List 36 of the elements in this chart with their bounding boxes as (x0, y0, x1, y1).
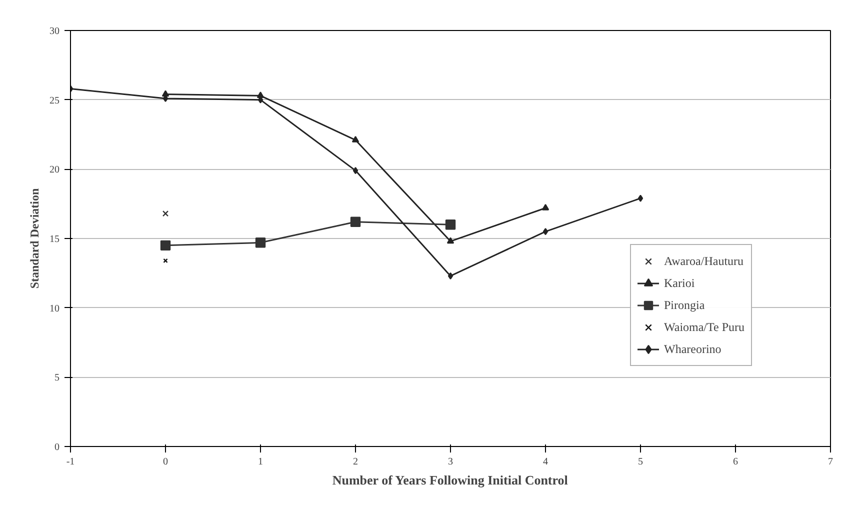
legend-label: Pirongia (664, 298, 705, 312)
x-tick-label: 3 (448, 456, 453, 468)
y-tick-label: 25 (50, 95, 60, 106)
point (255, 238, 266, 248)
point (448, 272, 454, 280)
point (638, 194, 644, 202)
point (160, 240, 171, 251)
x-tick-label: 4 (543, 456, 548, 468)
y-tick-label: 0 (54, 442, 60, 453)
x-axis-title: Number of Years Following Initial Control (332, 472, 568, 488)
x-tick-label: 2 (353, 456, 358, 468)
legend-label: Karioi (664, 276, 695, 290)
legend-label: Awaroa/Hauturu (664, 254, 744, 268)
y-tick-label: 20 (50, 164, 60, 176)
y-axis-title: Standard Deviation (28, 188, 42, 289)
y-tick-label: 5 (54, 372, 60, 384)
x-tick-label: 5 (638, 456, 643, 468)
y-tick-label: 30 (50, 26, 60, 37)
point (542, 204, 550, 210)
point (352, 136, 360, 142)
legend-label: Waioma/Te Puru (664, 320, 745, 334)
x-tick-label: 7 (828, 456, 833, 468)
x-tick-label: 6 (733, 456, 738, 468)
point (542, 228, 548, 236)
x-tick-label: 1 (258, 456, 263, 468)
legend-label: Whareorino (664, 342, 722, 356)
y-tick-label: 15 (50, 234, 60, 245)
point (446, 237, 454, 244)
y-tick-label: 10 (50, 303, 60, 314)
x-tick-label: -1 (66, 456, 75, 468)
point (445, 220, 456, 230)
point (163, 258, 168, 264)
point (162, 210, 169, 217)
point (352, 166, 358, 174)
point (350, 216, 361, 227)
x-tick-label: 0 (163, 456, 168, 468)
